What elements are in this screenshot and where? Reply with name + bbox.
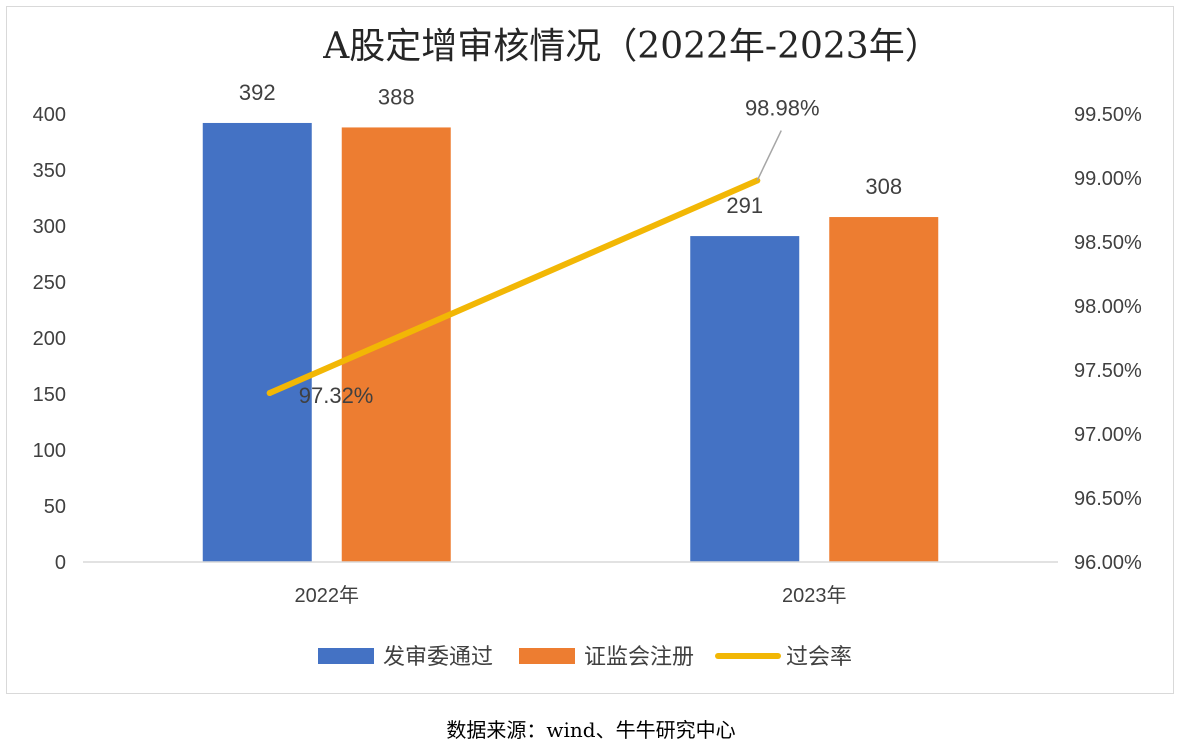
left-axis-tick-label: 300 [33,216,66,238]
x-axis-category-label: 2022年 [295,584,360,607]
left-axis-tick-label: 350 [33,160,66,182]
left-axis-tick-label: 50 [44,496,66,518]
legend-swatch [318,648,374,664]
left-axis-tick-label: 400 [33,104,66,126]
line-series-path [266,177,761,397]
legend-label: 证监会注册 [584,644,694,669]
line-data-label: 98.98% [745,96,820,121]
bar [829,217,939,563]
bar-data-label: 291 [726,193,763,218]
left-axis-tick-label: 150 [33,384,66,406]
right-axis-tick-label: 98.00% [1074,296,1142,318]
left-axis-tick-label: 100 [33,440,66,462]
left-axis-tick-label: 0 [55,552,66,574]
legend-label: 过会率 [786,644,852,669]
x-axis-categories: 2022年 2023年 [295,584,847,607]
line-point [266,390,273,397]
legend-label: 发审委通过 [383,644,493,669]
leader-line [756,130,782,181]
legend: 发审委通过 证监会注册 过会率 [318,644,852,669]
left-axis-tick-label: 250 [33,272,66,294]
line-data-label: 97.32% [299,383,374,408]
chart-frame [6,6,1174,694]
right-axis-tick-label: 97.50% [1074,360,1142,382]
legend-swatch [519,648,575,664]
bar-data-label: 308 [865,174,902,199]
bar [690,236,800,562]
right-axis-tick-label: 96.00% [1074,552,1142,574]
right-axis-tick-label: 98.50% [1074,232,1142,254]
right-axis: 96.00% 96.50% 97.00% 97.50% 98.00% 98.50% 99.0… [1074,104,1142,574]
right-axis-tick-label: 97.00% [1074,424,1142,446]
left-axis-tick-label: 200 [33,328,66,350]
line-series-group: 97.32% 98.98% [266,96,820,408]
left-axis: 0 50 100 150 200 250 300 350 400 [33,104,66,574]
bar-data-label: 388 [378,84,415,109]
chart-svg: A股定增审核情况（2022年-2023年） 0 50 100 150 200 250 300… [33,26,1142,669]
bar [202,122,312,563]
right-axis-tick-label: 99.50% [1074,104,1142,126]
source-note: 数据来源：wind、牛牛研究中心 [446,718,736,742]
right-axis-tick-label: 96.50% [1074,488,1142,510]
bar-series-group [202,122,939,563]
x-axis-category-label: 2023年 [782,584,847,607]
right-axis-tick-label: 99.00% [1074,168,1142,190]
bar-data-label: 392 [239,80,276,105]
bar-data-labels: 392 291 388 308 [239,80,902,218]
bar [341,127,451,562]
chart-title: A股定增审核情况（2022年-2023年） [322,26,940,67]
